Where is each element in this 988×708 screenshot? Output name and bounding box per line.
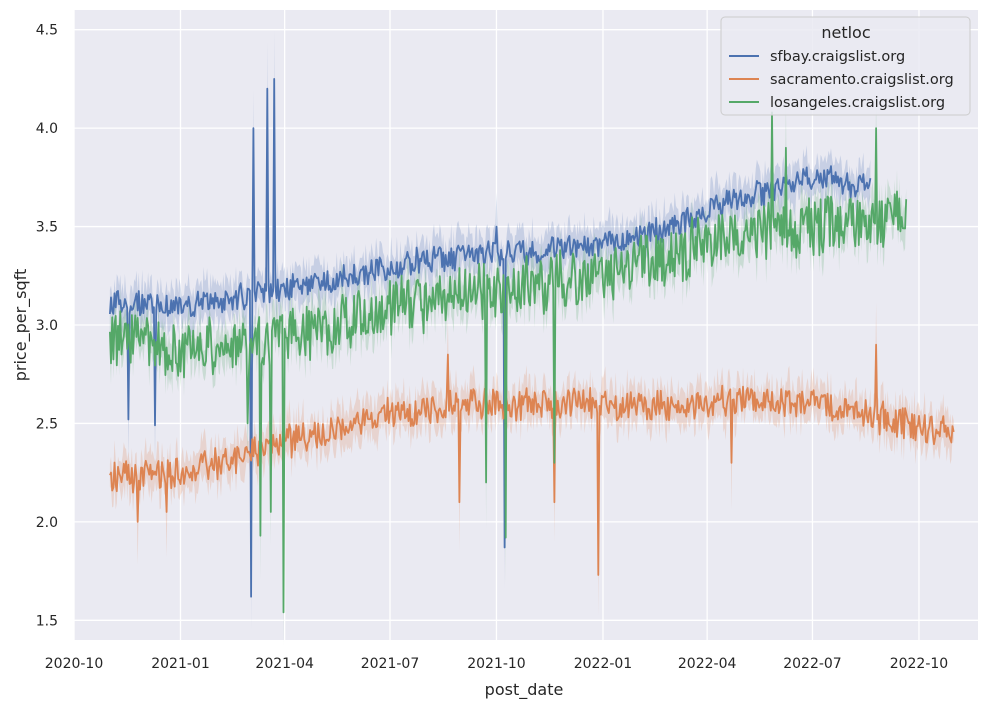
legend-label-sacramento: sacramento.craigslist.org [770, 72, 954, 88]
series-line [109, 343, 955, 576]
y-tick-label: 2.0 [36, 515, 58, 531]
x-tick-label: 2022-10 [890, 656, 949, 672]
y-tick-labels: 1.5 2.0 2.5 3.0 3.5 4.0 4.5 [36, 23, 58, 630]
series-line [109, 111, 908, 614]
y-tick-label: 2.5 [36, 416, 58, 432]
x-tick-label: 2022-07 [783, 656, 842, 672]
x-tick-label: 2021-07 [361, 656, 420, 672]
y-tick-label: 4.5 [36, 23, 58, 39]
y-tick-label: 3.5 [36, 220, 58, 236]
legend-box [720, 16, 971, 116]
x-tick-label: 2022-04 [678, 656, 737, 672]
legend-label-losangeles: losangeles.craigslist.org [770, 95, 945, 111]
x-axis-title: post_date [485, 680, 564, 700]
x-tick-label: 2022-01 [574, 656, 633, 672]
y-tick-label: 4.0 [36, 121, 58, 137]
x-tick-label: 2021-01 [151, 656, 210, 672]
confidence-band [109, 302, 954, 617]
x-tick-label: 2021-04 [255, 656, 314, 672]
x-tick-label: 2020-10 [45, 656, 104, 672]
legend-label-sfbay: sfbay.craigslist.org [770, 49, 905, 65]
x-tick-label: 2021-10 [467, 656, 526, 672]
legend: netloc sfbay.craigslist.org sacramento.c… [720, 16, 971, 116]
y-tick-label: 3.0 [36, 318, 58, 334]
series-line [109, 78, 872, 598]
series-lines [109, 78, 955, 614]
y-axis-title: price_per_sqft [11, 269, 31, 382]
legend-title: netloc [821, 23, 870, 42]
x-tick-labels: 2020-10 2021-01 2021-04 2021-07 2021-10 2022-… [45, 656, 948, 672]
y-tick-label: 1.5 [36, 613, 58, 629]
